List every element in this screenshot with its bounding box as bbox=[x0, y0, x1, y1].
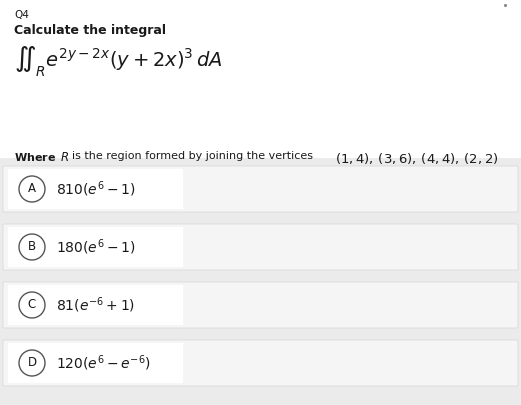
Text: $\iint_R e^{2y-2x}(y+2x)^3\,dA$: $\iint_R e^{2y-2x}(y+2x)^3\,dA$ bbox=[14, 45, 223, 79]
Circle shape bbox=[19, 350, 45, 376]
Text: A: A bbox=[28, 183, 36, 196]
FancyBboxPatch shape bbox=[3, 166, 518, 212]
Text: $120(e^6-e^{-6})$: $120(e^6-e^{-6})$ bbox=[56, 353, 151, 373]
Text: $R$: $R$ bbox=[60, 151, 69, 164]
Text: $81(e^{-6}+1)$: $81(e^{-6}+1)$ bbox=[56, 295, 135, 315]
Text: $180(e^6-1)$: $180(e^6-1)$ bbox=[56, 237, 135, 257]
Text: Calculate the integral: Calculate the integral bbox=[14, 24, 166, 37]
Circle shape bbox=[19, 292, 45, 318]
FancyBboxPatch shape bbox=[3, 224, 518, 270]
Text: Q4: Q4 bbox=[14, 10, 29, 20]
FancyBboxPatch shape bbox=[3, 282, 518, 328]
FancyBboxPatch shape bbox=[0, 0, 521, 158]
Circle shape bbox=[19, 176, 45, 202]
FancyBboxPatch shape bbox=[3, 340, 518, 386]
Text: D: D bbox=[28, 356, 36, 369]
FancyBboxPatch shape bbox=[8, 227, 183, 267]
Text: $(1,4),\,(3,6),\,(4,4),\,(2,2)$: $(1,4),\,(3,6),\,(4,4),\,(2,2)$ bbox=[335, 151, 499, 166]
FancyBboxPatch shape bbox=[8, 343, 183, 383]
Circle shape bbox=[19, 234, 45, 260]
Text: C: C bbox=[28, 298, 36, 311]
Text: $810(e^6-1)$: $810(e^6-1)$ bbox=[56, 179, 135, 199]
Text: is the region formed by joining the vertices: is the region formed by joining the vert… bbox=[72, 151, 313, 161]
FancyBboxPatch shape bbox=[8, 169, 183, 209]
FancyBboxPatch shape bbox=[8, 285, 183, 325]
Text: B: B bbox=[28, 241, 36, 254]
Text: $\mathbf{Where}$: $\mathbf{Where}$ bbox=[14, 151, 56, 163]
